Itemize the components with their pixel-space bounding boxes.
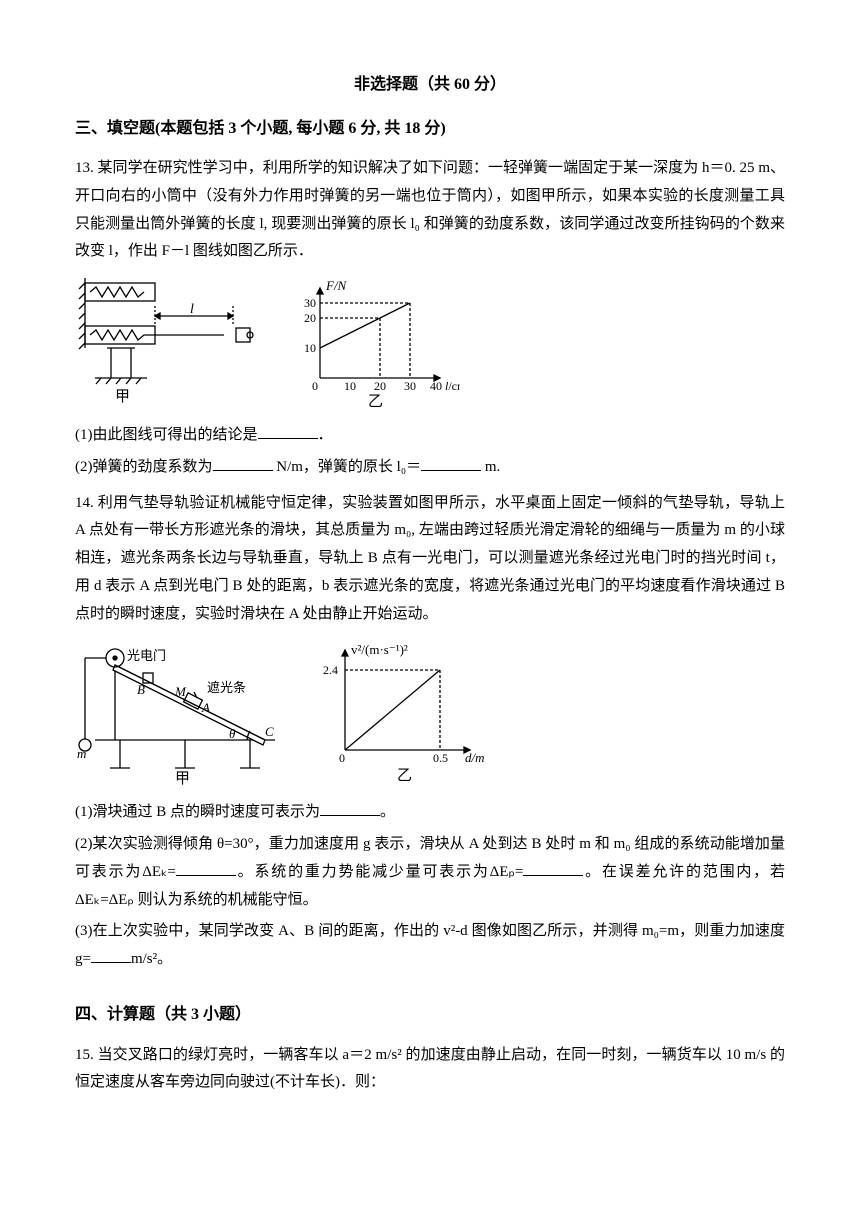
q13-figure-left: l 甲: [75, 278, 260, 408]
q13-sub1-end: ．: [318, 427, 333, 443]
question-15: 15. 当交叉路口的绿灯亮时，一辆客车以 a＝2 m/s² 的加速度由静止启动，…: [75, 1042, 785, 1098]
q14-xtick: 0.5: [433, 751, 448, 765]
q13-xtick-30: 30: [404, 379, 416, 393]
q14-label-lightgate: 光电门: [127, 648, 166, 663]
q13-xtick-20: 20: [374, 379, 386, 393]
q14-chart-xlabel: d/m: [465, 750, 485, 765]
q13-sub2a: (2)弹簧的劲度系数为: [75, 459, 213, 475]
blank[interactable]: [523, 861, 583, 876]
svg-text:40 l/cm: 40 l/cm: [430, 379, 460, 393]
q14-sub3a: (3)在上次实验中，某同学改变 A、B 间的距离，作出的 v²-d 图像如图乙所…: [75, 923, 785, 967]
svg-text:l: l: [190, 302, 194, 317]
q14-fig-label-left: 甲: [175, 771, 190, 785]
q14-label-A: A: [201, 700, 210, 715]
q13-ytick-10: 10: [304, 341, 316, 355]
q14-ytick: 2.4: [323, 663, 338, 677]
q13-figures: l 甲 F/N 30 20 10 0 10 20 3: [75, 278, 785, 408]
q13-num: 13.: [75, 160, 94, 176]
q13-sub2c: m.: [481, 459, 500, 475]
q14-label-theta: θ: [229, 726, 236, 741]
blank[interactable]: [176, 861, 236, 876]
q13-sub1: (1)由此图线可得出的结论是: [75, 427, 258, 443]
q14-chart-ylabel: v²/(m·s⁻¹)²: [351, 642, 408, 657]
q14-figures: 光电门 遮光条 M B A C θ m 甲 v²/(m·s⁻¹)² 2.4 0 …: [75, 640, 785, 785]
q13-chart-ylabel: F/N: [325, 278, 348, 293]
question-13: 13. 某同学在研究性学习中，利用所学的知识解决了如下问题：一轻弹簧一端固定于某…: [75, 155, 785, 482]
q13-sub2b: N/m，弹簧的原长 l₀＝: [273, 459, 422, 475]
section3-heading: 三、填空题(本题包括 3 个小题, 每小题 6 分, 共 18 分): [75, 114, 785, 144]
blank[interactable]: [258, 424, 318, 439]
question-14: 14. 利用气垫导轨验证机械能守恒定律，实验装置如图甲所示，水平桌面上固定一倾斜…: [75, 490, 785, 974]
q14-label-shade: 遮光条: [207, 680, 246, 695]
q14-label-m: m: [77, 746, 86, 761]
q14-sub3b: m/s²。: [131, 951, 172, 967]
q13-fig-label-left: 甲: [115, 389, 130, 405]
q14-label-C: C: [265, 724, 274, 739]
q14-figure-right: v²/(m·s⁻¹)² 2.4 0 0.5 d/m 乙: [315, 640, 490, 785]
blank[interactable]: [91, 948, 131, 963]
q14-num: 14.: [75, 495, 94, 511]
q13-ytick-0: 0: [312, 379, 318, 393]
q13-fig-label-right: 乙: [368, 394, 383, 408]
page-title: 非选择题（共 60 分）: [75, 70, 785, 100]
q14-sub2b: 。系统的重力势能减少量可表示为ΔEₚ=: [236, 864, 524, 880]
q14-label-B: B: [137, 682, 145, 697]
q15-body: 当交叉路口的绿灯亮时，一辆客车以 a＝2 m/s² 的加速度由静止启动，在同一时…: [75, 1047, 785, 1091]
q13-ytick-30: 30: [304, 296, 316, 310]
q14-fig-label-right: 乙: [397, 768, 412, 784]
q14-origin: 0: [339, 751, 345, 765]
q15-num: 15.: [75, 1047, 94, 1063]
q14-label-M: M: [174, 684, 187, 699]
q13-body: 某同学在研究性学习中，利用所学的知识解决了如下问题：一轻弹簧一端固定于某一深度为…: [75, 160, 785, 259]
q14-sub1-end: 。: [380, 804, 395, 820]
q14-figure-left: 光电门 遮光条 M B A C θ m 甲: [75, 640, 285, 785]
q13-ytick-20: 20: [304, 311, 316, 325]
q14-sub1: (1)滑块通过 B 点的瞬时速度可表示为: [75, 804, 320, 820]
q14-body: 利用气垫导轨验证机械能守恒定律，实验装置如图甲所示，水平桌面上固定一倾斜的气垫导…: [75, 495, 785, 622]
q13-figure-right: F/N 30 20 10 0 10 20 30 40 l/cm 乙: [290, 278, 460, 408]
blank[interactable]: [213, 456, 273, 471]
blank[interactable]: [421, 456, 481, 471]
blank[interactable]: [320, 801, 380, 816]
q13-xtick-10: 10: [344, 379, 356, 393]
section4-heading: 四、计算题（共 3 小题）: [75, 1000, 785, 1030]
